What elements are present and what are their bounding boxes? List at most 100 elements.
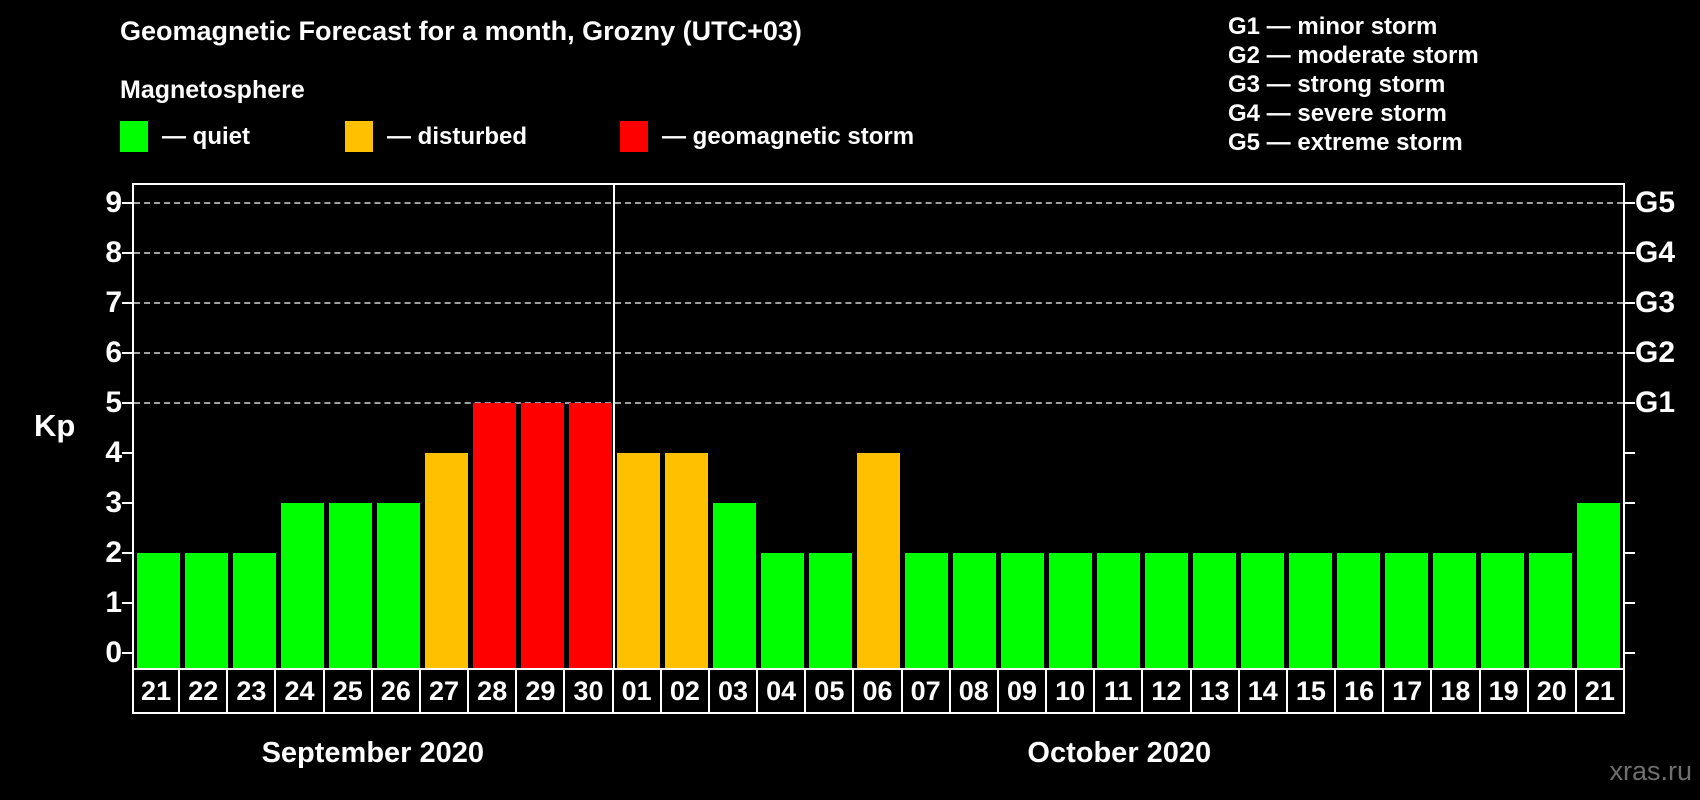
day-cell: 18 (1430, 668, 1481, 714)
kp-bar-quiet (1529, 553, 1573, 668)
legend-item-quiet: — quiet (120, 121, 250, 152)
y-axis-tick-right (1625, 252, 1635, 254)
grid-line-kp7 (134, 302, 1623, 304)
page-title: Geomagnetic Forecast for a month, Grozny… (120, 16, 802, 46)
y-axis-tick-right (1625, 652, 1635, 654)
kp-bar-storm (472, 403, 516, 668)
day-cell: 16 (1334, 668, 1385, 714)
day-cell: 27 (418, 668, 470, 714)
kp-bar-quiet (760, 553, 804, 668)
y-axis-tick-right (1625, 452, 1635, 454)
y-axis-tick-left (122, 402, 132, 404)
day-cell: 11 (1093, 668, 1144, 714)
y-axis-tick-right (1625, 502, 1635, 504)
month-label-october: October 2020 (1027, 737, 1212, 769)
y-tick-label-8: 8 (105, 236, 122, 269)
kp-bar-quiet (376, 503, 420, 668)
kp-bar-quiet (1049, 553, 1093, 668)
kp-bar-quiet (328, 503, 372, 668)
kp-bar-storm (520, 403, 564, 668)
watermark: xras.ru (1609, 756, 1692, 786)
day-cell: 05 (804, 668, 855, 714)
y-axis-tick-left (122, 202, 132, 204)
legend-label-storm: — geomagnetic storm (662, 122, 915, 150)
disturbed-swatch-icon (345, 121, 373, 152)
kp-bar-quiet (1433, 553, 1477, 668)
kp-bar-quiet (1481, 553, 1525, 668)
day-cell: 07 (900, 668, 951, 714)
day-cell: 06 (852, 668, 903, 714)
legend-item-storm: — geomagnetic storm (620, 121, 914, 152)
day-cell: 12 (1141, 668, 1192, 714)
day-cell: 10 (1045, 668, 1096, 714)
kp-bar-disturbed (616, 453, 660, 668)
subtitle-magnetosphere: Magnetosphere (120, 76, 305, 104)
day-cell: 29 (515, 668, 566, 714)
day-cell: 15 (1285, 668, 1337, 714)
y-axis-tick-right (1625, 552, 1635, 554)
month-label-september: September 2020 (261, 737, 485, 769)
y-tick-label-5: 5 (105, 386, 122, 419)
y-tick-label-0: 0 (105, 636, 122, 669)
kp-bar-quiet (136, 553, 180, 668)
kp-bar-quiet (1001, 553, 1045, 668)
kp-bar-quiet (712, 503, 756, 668)
legend-label-quiet: — quiet (162, 122, 250, 150)
day-cell: 19 (1478, 668, 1529, 714)
kp-bar-storm (568, 403, 612, 668)
day-cell: 13 (1189, 668, 1240, 714)
g-scale-legend: G1 — minor storm G2 — moderate storm G3 — … (1228, 12, 1479, 157)
g-legend-item-g1: G1 — minor storm (1228, 13, 1438, 40)
g-legend-item-g5: G5 — extreme storm (1228, 129, 1463, 156)
day-cell: 26 (370, 668, 421, 714)
y-axis-tick-left (122, 502, 132, 504)
y-axis-tick-left (122, 602, 132, 604)
right-axis-label-g5: G5 (1635, 186, 1676, 219)
day-cell: 20 (1526, 668, 1577, 714)
g-legend-item-g3: G3 — strong storm (1228, 71, 1446, 98)
y-tick-label-9: 9 (105, 186, 122, 219)
y-tick-label-2: 2 (105, 536, 122, 569)
kp-bar-quiet (1193, 553, 1237, 668)
y-tick-label-4: 4 (105, 436, 122, 469)
y-axis-tick-left (122, 552, 132, 554)
storm-swatch-icon (620, 121, 648, 152)
kp-bar-quiet (1097, 553, 1141, 668)
grid-line-kp5 (134, 402, 1623, 404)
day-cell: 04 (756, 668, 807, 714)
day-cell: 23 (226, 668, 277, 714)
y-tick-label-3: 3 (105, 486, 122, 519)
day-cell: 28 (467, 668, 518, 714)
day-cell: 24 (274, 668, 325, 714)
day-cell: 21 (132, 668, 181, 714)
y-axis-tick-right (1625, 402, 1635, 404)
quiet-swatch-icon (120, 121, 148, 152)
kp-bar-quiet (1577, 503, 1621, 668)
y-axis-tick-left (122, 652, 132, 654)
y-tick-label-7: 7 (105, 286, 122, 319)
kp-bar-quiet (1289, 553, 1333, 668)
day-cell: 30 (563, 668, 614, 714)
kp-bar-quiet (1337, 553, 1381, 668)
day-cell: 02 (659, 668, 710, 714)
kp-bar-disturbed (857, 453, 900, 668)
kp-bar-quiet (1145, 553, 1189, 668)
grid-line-kp9 (134, 202, 1623, 204)
y-axis-tick-right (1625, 602, 1635, 604)
kp-bar-quiet (1385, 553, 1429, 668)
y-axis-tick-left (122, 352, 132, 354)
day-cell: 03 (707, 668, 759, 714)
legend-label-disturbed: — disturbed (387, 122, 528, 150)
chart-wrapper: 0 1 2 3 4 5 G1 6 G2 7 G3 8 G4 9 G5 Kp 21 22 23 24 25 26 27 28 2… (34, 183, 1675, 769)
day-cell: 25 (322, 668, 373, 714)
right-axis-label-g1: G1 (1635, 386, 1676, 419)
day-cell: 21 (1574, 668, 1625, 714)
grid-line-kp6 (134, 352, 1623, 354)
g-legend-item-g2: G2 — moderate storm (1228, 42, 1479, 69)
y-axis-tick-right (1625, 352, 1635, 354)
kp-bar-disturbed (664, 453, 708, 668)
g-legend-item-g4: G4 — severe storm (1228, 100, 1447, 127)
right-axis-label-g3: G3 (1635, 286, 1676, 319)
day-cell: 17 (1382, 668, 1433, 714)
